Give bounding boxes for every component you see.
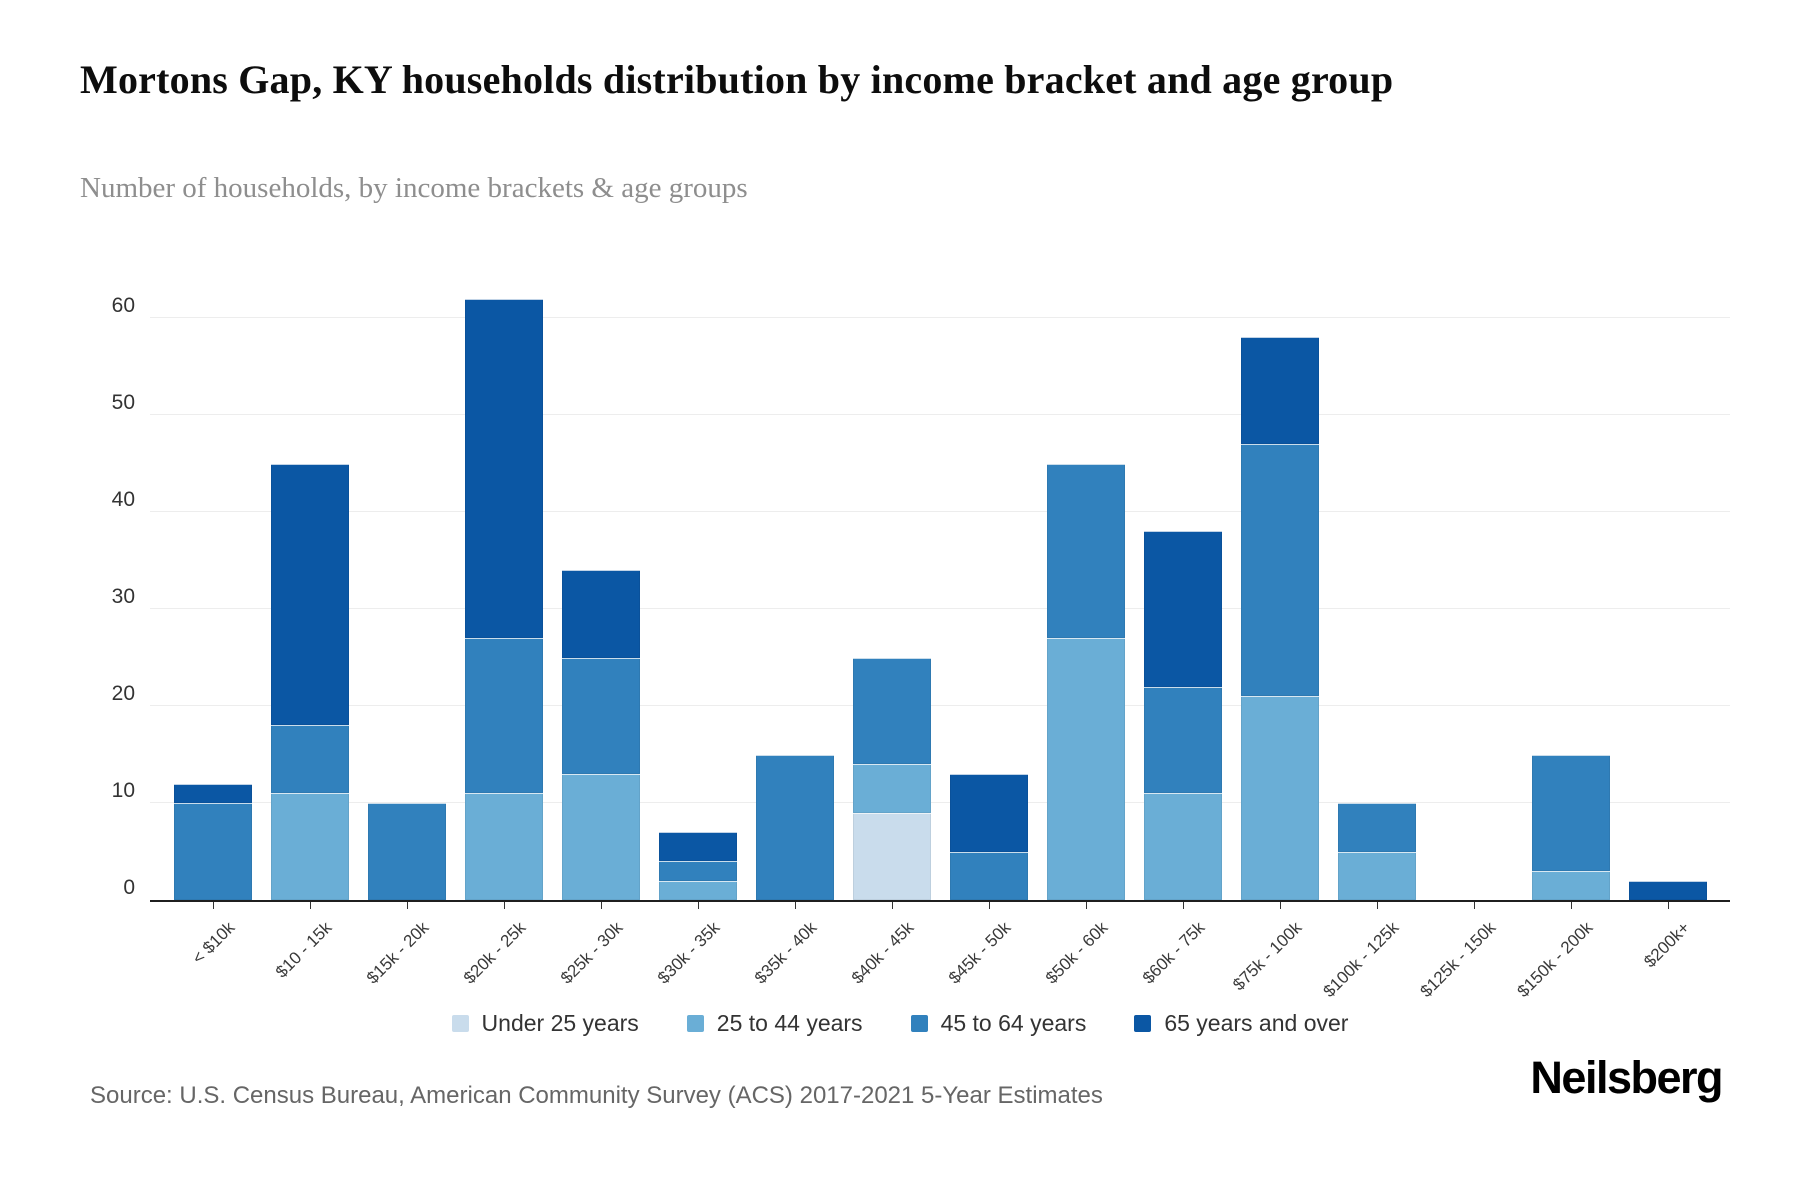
x-axis-tick — [504, 902, 505, 909]
plot-area: 0 10 20 30 40 50 60 < $10k $10 - 15k $15k - 20k $2… — [112, 255, 1730, 1001]
bar-segment[interactable] — [1144, 531, 1222, 687]
bar-segment[interactable] — [1144, 686, 1222, 794]
bar-segment[interactable] — [465, 298, 543, 639]
bar-segment[interactable] — [174, 783, 252, 804]
bar-segment[interactable] — [271, 793, 349, 900]
x-axis-label: < $10k — [188, 918, 239, 968]
legend-item[interactable]: 25 to 44 years — [686, 1010, 863, 1037]
x-axis-label: $50k - 60k — [1041, 918, 1112, 988]
bar-segment[interactable] — [1144, 793, 1222, 900]
gridline-y-60 — [150, 317, 1730, 319]
x-axis-tick — [1183, 902, 1184, 909]
gridline-y-40 — [150, 511, 1730, 513]
x-axis-tick — [310, 902, 311, 909]
bar-segment[interactable] — [853, 812, 931, 900]
y-axis-tick-label: 50 — [111, 391, 135, 415]
legend-label: 45 to 64 years — [940, 1010, 1087, 1036]
bar-segment[interactable] — [174, 803, 252, 900]
legend-swatch-icon — [451, 1015, 469, 1032]
bar-segment[interactable] — [1047, 463, 1125, 639]
bar-segment[interactable] — [1241, 696, 1319, 900]
x-axis-label: $200k+ — [1640, 918, 1694, 972]
bar-segment[interactable] — [659, 880, 737, 900]
legend-item[interactable]: 45 to 64 years — [910, 1010, 1087, 1037]
bar-segment[interactable] — [1338, 851, 1416, 900]
legend-label: 25 to 44 years — [716, 1010, 863, 1036]
bar-segment[interactable] — [950, 773, 1028, 852]
bar-segment[interactable] — [1532, 754, 1610, 871]
y-axis-tick-label: 0 — [123, 876, 135, 899]
x-axis-tick — [795, 902, 796, 909]
gridline-y-30 — [150, 608, 1730, 610]
bar-segment[interactable] — [562, 570, 640, 658]
bar-segment[interactable] — [562, 773, 640, 900]
x-axis-label: $30k - 35k — [653, 918, 724, 988]
x-axis-tick — [1571, 902, 1572, 909]
x-axis-label: $40k - 45k — [847, 918, 918, 988]
y-axis-tick-label: 20 — [111, 682, 135, 706]
source-note: Source: U.S. Census Bureau, American Com… — [90, 1082, 1103, 1109]
bar-segment[interactable] — [465, 638, 543, 794]
legend-swatch-icon — [1134, 1015, 1152, 1032]
bar-segment[interactable] — [562, 657, 640, 774]
legend-swatch-icon — [686, 1015, 704, 1032]
legend-item[interactable]: Under 25 years — [451, 1010, 639, 1037]
y-axis-tick-label: 40 — [111, 488, 135, 512]
bar-segment[interactable] — [1047, 638, 1125, 900]
x-axis-label: $35k - 40k — [750, 918, 821, 988]
bar-segment[interactable] — [659, 861, 737, 881]
x-axis-tick — [1086, 902, 1087, 909]
bar-segment[interactable] — [1338, 803, 1416, 852]
bar-segment[interactable] — [659, 832, 737, 862]
x-axis-tick — [213, 902, 214, 909]
legend-swatch-icon — [910, 1015, 928, 1032]
bar-segment[interactable] — [853, 657, 931, 765]
x-axis-label: $10 - 15k — [271, 918, 336, 982]
bar-segment[interactable] — [950, 851, 1028, 900]
legend-item[interactable]: 65 years and over — [1134, 1010, 1348, 1037]
bar-segment[interactable] — [853, 764, 931, 813]
x-axis-tick — [1377, 902, 1378, 909]
x-axis-label: $75k - 100k — [1229, 918, 1306, 995]
chart-subtitle: Number of households, by income brackets… — [80, 172, 748, 204]
gridline-y-10 — [150, 802, 1730, 804]
x-axis-tick — [1474, 902, 1475, 909]
bar-segment[interactable] — [271, 725, 349, 794]
bar-segment[interactable] — [1532, 870, 1610, 900]
y-axis-tick-label: 10 — [111, 779, 135, 803]
x-axis-tick — [1668, 902, 1669, 909]
x-axis-label: $150k - 200k — [1513, 918, 1597, 1001]
bar-segment[interactable] — [368, 803, 446, 900]
x-axis-label: $60k - 75k — [1138, 918, 1209, 988]
gridline-y-20 — [150, 705, 1730, 707]
chart-title: Mortons Gap, KY households distribution … — [80, 57, 1394, 102]
stacked-bar-chart: 0 10 20 30 40 50 60 < $10k $10 - 15k $15k - 20k $2… — [0, 255, 1800, 1001]
neilsberg-logo: Neilsberg — [1530, 1052, 1723, 1103]
x-axis-tick — [698, 902, 699, 909]
x-axis-tick — [989, 902, 990, 909]
x-axis-label: $100k - 125k — [1319, 918, 1403, 1001]
gridline-y-50 — [150, 414, 1730, 416]
x-axis-tick — [892, 902, 893, 909]
legend-label: Under 25 years — [481, 1010, 639, 1036]
chart-legend: Under 25 years 25 to 44 years 45 to 64 yea… — [0, 1010, 1800, 1037]
x-axis-label: $125k - 150k — [1416, 918, 1500, 1001]
x-axis-tick — [407, 902, 408, 909]
bar-segment[interactable] — [1241, 337, 1319, 445]
x-axis-label: $45k - 50k — [944, 918, 1015, 988]
y-axis-tick-label: 60 — [111, 294, 135, 318]
bar-segment[interactable] — [1629, 880, 1707, 900]
x-axis-label: $25k - 30k — [556, 918, 627, 988]
bar-segment[interactable] — [756, 754, 834, 900]
bar-segment[interactable] — [271, 463, 349, 726]
bar-segment[interactable] — [465, 793, 543, 900]
x-axis-label: $15k - 20k — [362, 918, 433, 988]
bar-segment[interactable] — [1241, 444, 1319, 697]
x-axis-label: $20k - 25k — [459, 918, 530, 988]
x-axis-tick — [1280, 902, 1281, 909]
x-axis-tick — [601, 902, 602, 909]
y-axis-tick-label: 30 — [111, 585, 135, 609]
legend-label: 65 years and over — [1164, 1010, 1349, 1036]
